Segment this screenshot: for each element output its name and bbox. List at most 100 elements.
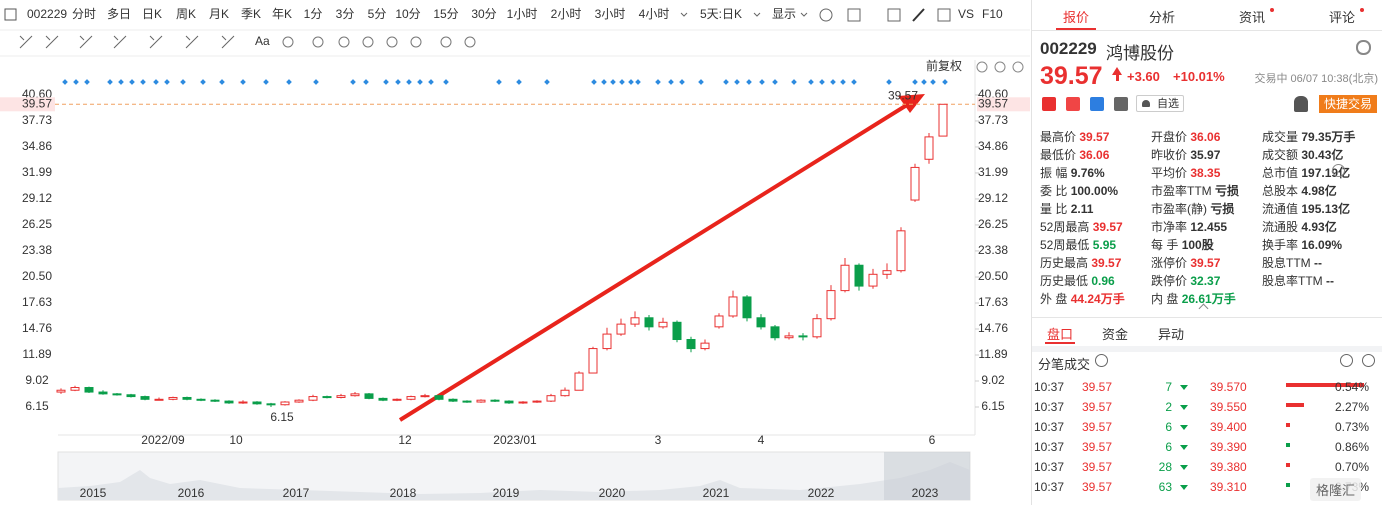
draw-tool[interactable]: [386, 36, 398, 48]
menu-icon[interactable]: [1362, 354, 1375, 367]
zoom-icon[interactable]: [1012, 61, 1024, 73]
period-tab[interactable]: 2小时: [551, 7, 582, 21]
period-tab[interactable]: 5分: [368, 7, 387, 21]
draw-tool[interactable]: [312, 36, 324, 48]
event-marker[interactable]: [610, 79, 616, 85]
draw-tool[interactable]: [149, 35, 163, 49]
event-marker[interactable]: [313, 79, 319, 85]
event-marker[interactable]: [759, 79, 765, 85]
period-tab[interactable]: 30分: [471, 7, 496, 21]
tab[interactable]: 报价: [1062, 10, 1089, 25]
period-tab[interactable]: 周K: [176, 7, 196, 21]
draw-tool[interactable]: [282, 36, 294, 48]
menu-icon[interactable]: [1340, 354, 1353, 367]
event-marker[interactable]: [930, 79, 936, 85]
more-icon[interactable]: [1332, 164, 1345, 177]
event-marker[interactable]: [153, 79, 159, 85]
event-marker[interactable]: [363, 79, 369, 85]
event-marker[interactable]: [395, 79, 401, 85]
checkbox-icon[interactable]: [4, 8, 17, 21]
event-marker[interactable]: [84, 79, 90, 85]
event-marker[interactable]: [912, 79, 918, 85]
event-marker[interactable]: [443, 79, 449, 85]
event-marker[interactable]: [428, 79, 434, 85]
event-marker[interactable]: [219, 79, 225, 85]
period-tab[interactable]: 月K: [209, 7, 229, 21]
period-tab[interactable]: 3分: [336, 7, 355, 21]
event-marker[interactable]: [655, 79, 661, 85]
draw-tool[interactable]: [185, 35, 199, 49]
event-marker[interactable]: [942, 79, 948, 85]
event-marker[interactable]: [406, 79, 412, 85]
event-marker[interactable]: [129, 79, 135, 85]
draw-tool[interactable]: [221, 35, 235, 49]
period-tab[interactable]: 季K: [241, 7, 261, 21]
event-marker[interactable]: [698, 79, 704, 85]
event-marker[interactable]: [591, 79, 597, 85]
tool-icon[interactable]: [847, 8, 861, 22]
event-marker[interactable]: [772, 79, 778, 85]
tab[interactable]: 评论: [1328, 10, 1355, 25]
draw-tool[interactable]: [113, 35, 127, 49]
draw-tool[interactable]: [362, 36, 374, 48]
draw-tool[interactable]: [440, 36, 452, 48]
draw-tool[interactable]: [464, 36, 476, 48]
event-marker[interactable]: [679, 79, 685, 85]
settings-icon[interactable]: [1356, 40, 1371, 55]
event-marker[interactable]: [808, 79, 814, 85]
event-marker[interactable]: [200, 79, 206, 85]
multi-day[interactable]: 5天:日K: [700, 7, 742, 21]
event-marker[interactable]: [240, 79, 246, 85]
event-marker[interactable]: [544, 79, 550, 85]
draw-tool[interactable]: [79, 35, 93, 49]
event-marker[interactable]: [286, 79, 292, 85]
subtab[interactable]: 资金: [1102, 327, 1129, 342]
event-marker[interactable]: [62, 79, 68, 85]
feature-icon[interactable]: [1042, 97, 1056, 111]
tool-icon[interactable]: [819, 8, 833, 22]
event-marker[interactable]: [417, 79, 423, 85]
event-marker[interactable]: [921, 79, 927, 85]
event-marker[interactable]: [840, 79, 846, 85]
bell-icon[interactable]: [1294, 96, 1308, 112]
feature-icon[interactable]: [1090, 97, 1104, 111]
period-tab[interactable]: 分时: [72, 7, 96, 21]
event-marker[interactable]: [723, 79, 729, 85]
tab[interactable]: 分析: [1148, 10, 1175, 25]
event-marker[interactable]: [819, 79, 825, 85]
period-tab[interactable]: 年K: [272, 7, 292, 21]
event-marker[interactable]: [886, 79, 892, 85]
vs-button[interactable]: VS: [958, 7, 974, 21]
tool-icon[interactable]: [912, 8, 925, 22]
period-tab[interactable]: 10分: [395, 7, 420, 21]
info-icon[interactable]: [1095, 354, 1108, 367]
event-marker[interactable]: [140, 79, 146, 85]
event-marker[interactable]: [628, 79, 634, 85]
event-marker[interactable]: [118, 79, 124, 85]
f10-button[interactable]: F10: [982, 7, 1003, 21]
tool-icon[interactable]: [887, 8, 901, 22]
event-marker[interactable]: [516, 79, 522, 85]
event-marker[interactable]: [830, 79, 836, 85]
event-marker[interactable]: [791, 79, 797, 85]
draw-tool[interactable]: [410, 36, 422, 48]
feature-icon[interactable]: [1066, 97, 1080, 111]
event-marker[interactable]: [635, 79, 641, 85]
event-marker[interactable]: [383, 79, 389, 85]
period-tab[interactable]: 多日: [107, 7, 131, 21]
feature-icon[interactable]: [1114, 97, 1128, 111]
quick-trade[interactable]: 快捷交易: [1319, 95, 1377, 113]
event-marker[interactable]: [263, 79, 269, 85]
event-marker[interactable]: [180, 79, 186, 85]
stock-code[interactable]: 002229: [27, 7, 67, 21]
display-menu[interactable]: 显示: [772, 7, 796, 21]
period-tab[interactable]: 1分: [304, 7, 323, 21]
zoom-icon[interactable]: [976, 61, 988, 73]
zoom-icon[interactable]: [994, 61, 1006, 73]
tool-icon[interactable]: [937, 8, 951, 22]
event-marker[interactable]: [496, 79, 502, 85]
event-marker[interactable]: [851, 79, 857, 85]
tab[interactable]: 资讯: [1238, 10, 1265, 25]
event-marker[interactable]: [164, 79, 170, 85]
draw-tool[interactable]: [338, 36, 350, 48]
